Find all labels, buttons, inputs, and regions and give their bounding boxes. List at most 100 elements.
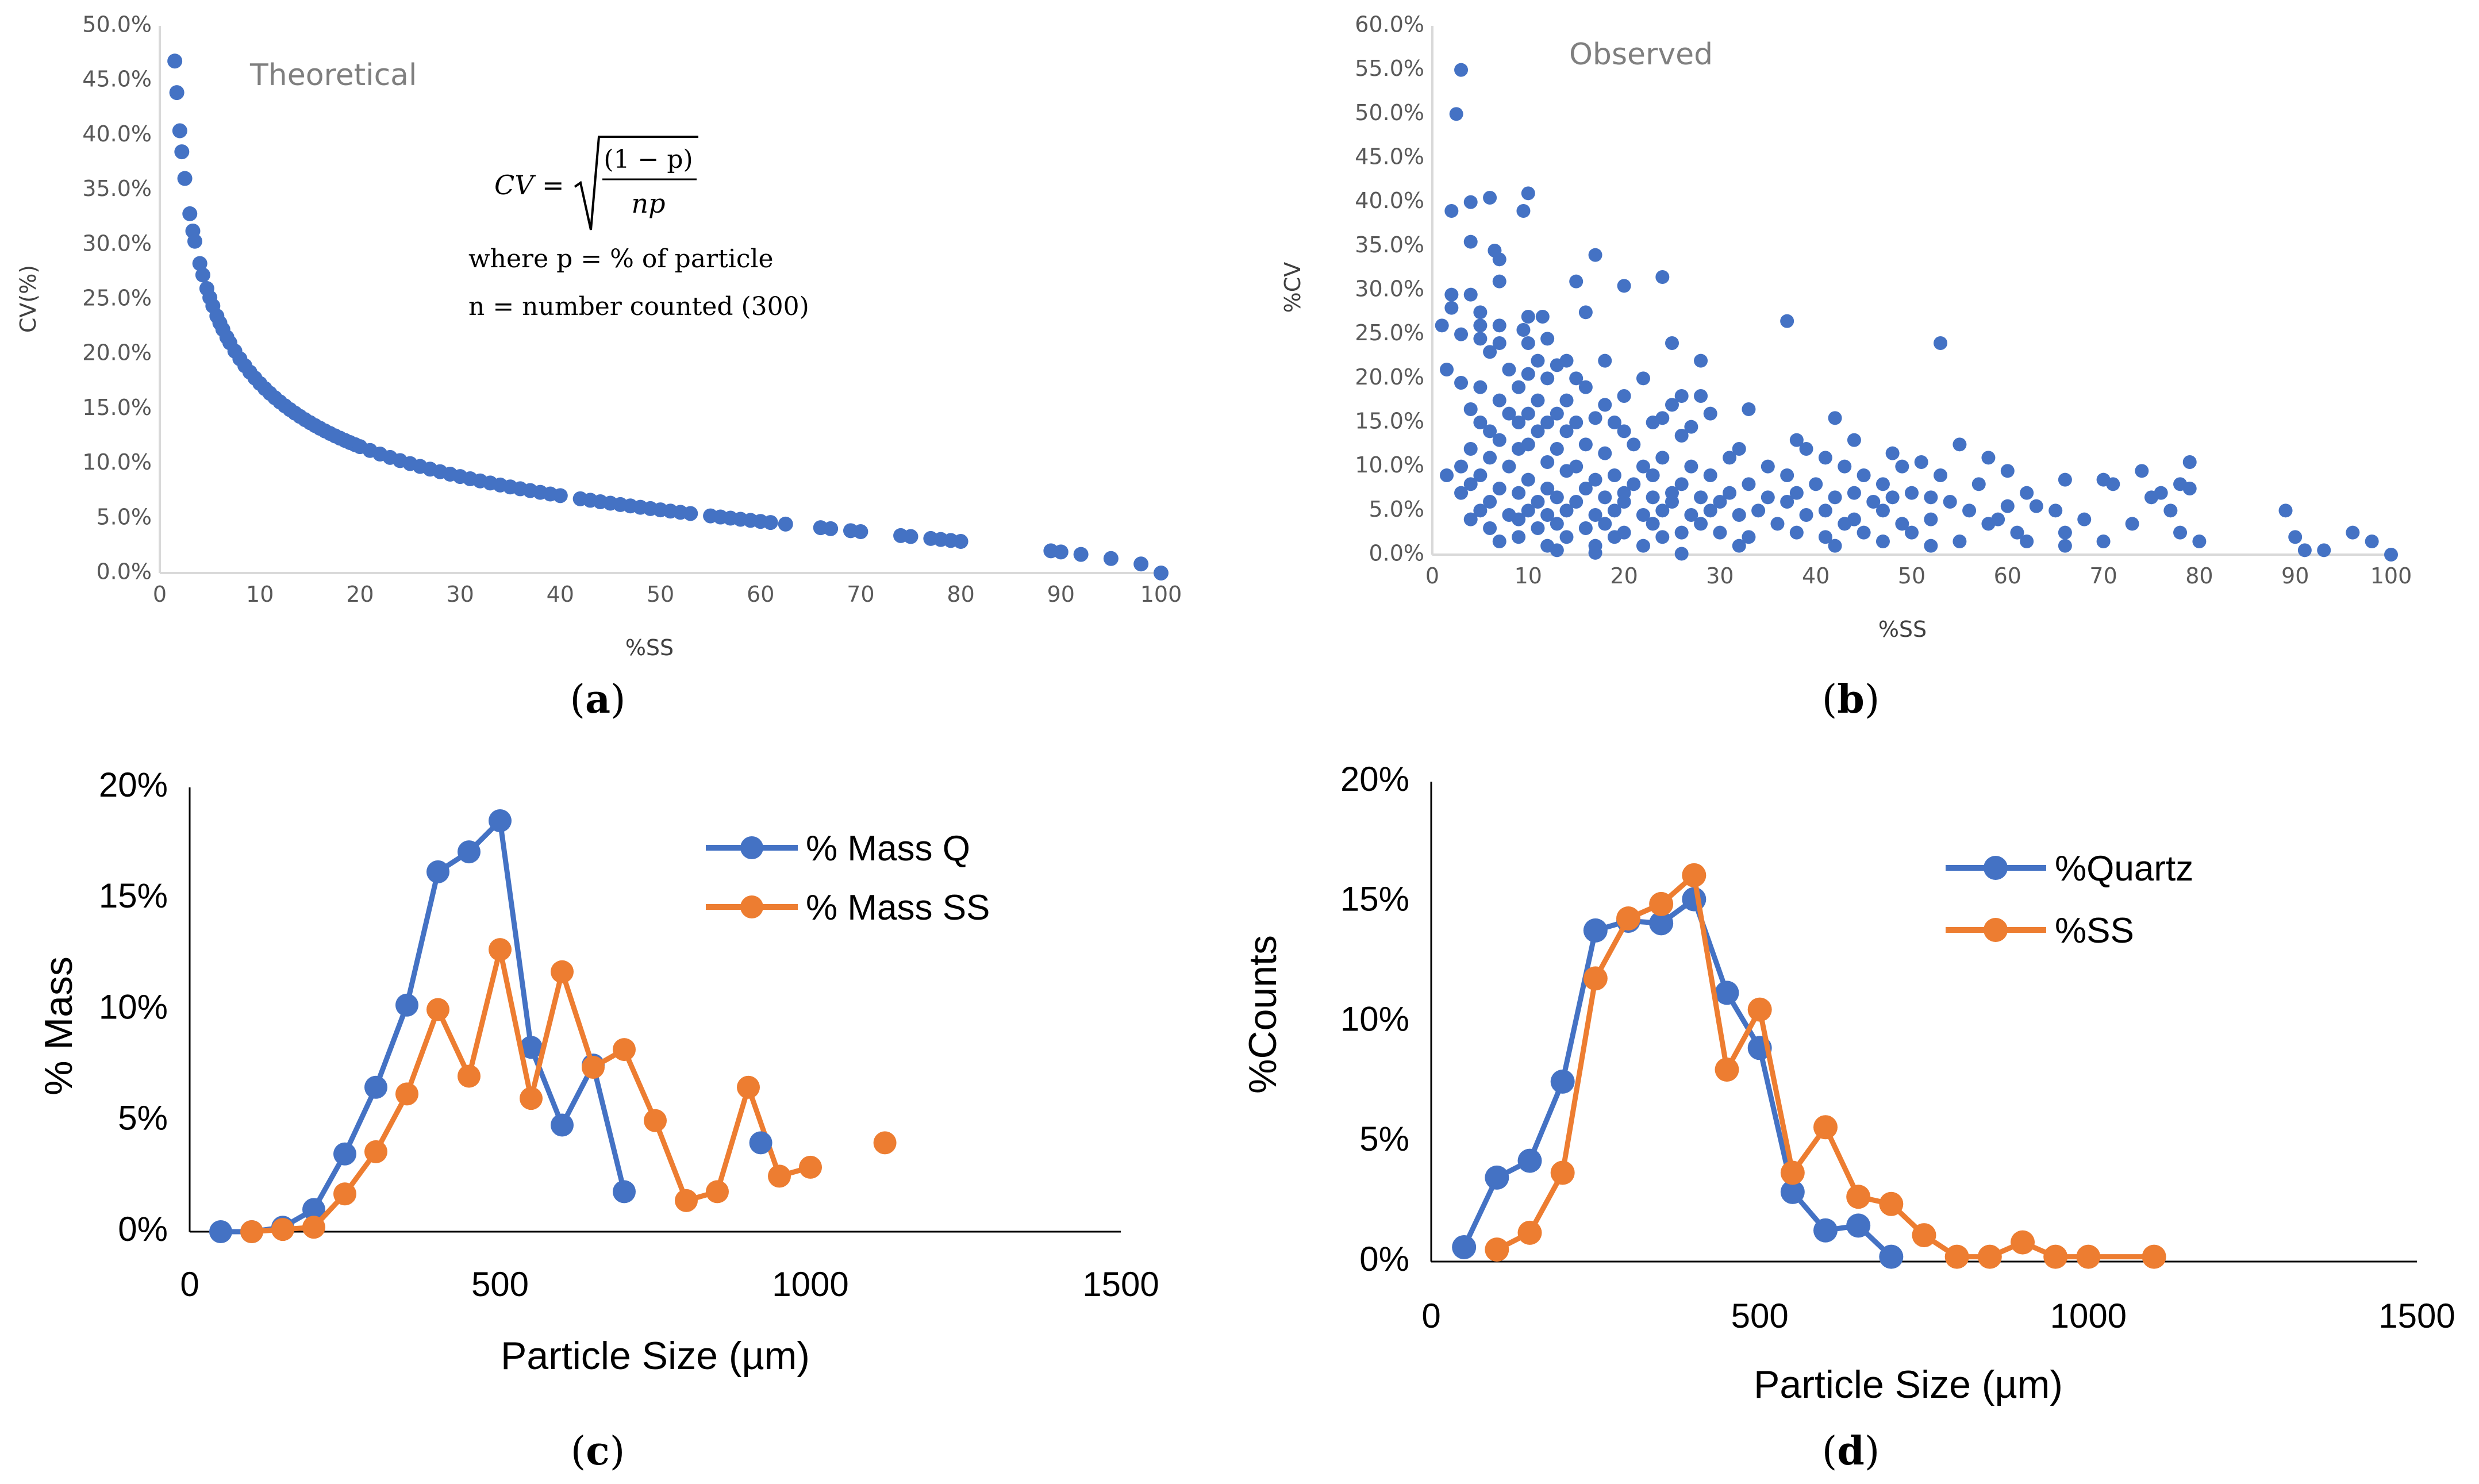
- data-point: [333, 1142, 356, 1166]
- data-point: [1463, 442, 1478, 456]
- data-point: [749, 1131, 772, 1155]
- data-point: [1879, 1191, 1904, 1216]
- x-tick-label: 60: [747, 582, 774, 607]
- x-tick-label: 30: [446, 582, 474, 607]
- data-point: [1674, 389, 1689, 403]
- data-point: [1053, 544, 1069, 560]
- data-point: [1569, 274, 1584, 289]
- chart-annotation-title: Theoretical: [249, 58, 417, 93]
- data-point: [1905, 525, 1919, 540]
- panel-label-a: (a): [570, 676, 625, 722]
- x-tick-label: 10: [1515, 563, 1542, 589]
- data-point: [1133, 556, 1149, 572]
- data-point: [1473, 305, 1488, 320]
- data-point: [644, 1109, 667, 1132]
- data-point: [1847, 433, 1861, 447]
- data-point: [1732, 539, 1746, 553]
- y-tick-label: 40.0%: [1355, 188, 1424, 213]
- data-point: [1492, 535, 1506, 548]
- y-tick-label: 5.0%: [96, 504, 152, 529]
- data-point: [1483, 451, 1497, 465]
- y-tick-label: 55.0%: [1355, 56, 1424, 81]
- y-axis-label: %Counts: [1241, 935, 1285, 1094]
- data-point: [1674, 547, 1689, 561]
- data-point: [1905, 486, 1919, 500]
- data-point: [1684, 420, 1698, 434]
- data-point: [1799, 508, 1813, 522]
- data-point: [1540, 508, 1555, 522]
- data-point: [1440, 363, 1454, 376]
- formula-numerator: (1 − p): [604, 145, 693, 174]
- data-point: [1473, 416, 1488, 429]
- data-point: [1813, 1218, 1838, 1243]
- data-point: [2000, 499, 2015, 513]
- data-point: [1674, 477, 1689, 491]
- data-point: [1665, 398, 1679, 412]
- data-point: [1924, 490, 1938, 505]
- data-point: [2173, 525, 2188, 540]
- data-point: [1646, 468, 1660, 482]
- data-point: [737, 1075, 760, 1099]
- data-point: [1694, 353, 1708, 368]
- x-axis-label: Particle Size (µm): [1754, 1363, 2063, 1406]
- data-point: [2106, 477, 2120, 491]
- data-point: [1742, 530, 1756, 544]
- data-point: [1674, 525, 1689, 540]
- data-point: [706, 1180, 729, 1204]
- data-point: [1598, 490, 1612, 505]
- data-point: [1517, 1220, 1542, 1245]
- x-tick-label: 100: [1140, 582, 1182, 607]
- data-point: [1598, 517, 1612, 531]
- data-point: [2020, 535, 2034, 548]
- x-tick-label: 10: [246, 582, 274, 607]
- data-point: [1598, 353, 1612, 368]
- data-point: [1521, 367, 1535, 381]
- data-point: [1521, 406, 1535, 421]
- data-point: [1789, 433, 1804, 447]
- data-point: [2288, 530, 2303, 544]
- data-point: [1770, 517, 1785, 531]
- data-point: [1521, 336, 1535, 350]
- data-point: [1531, 393, 1545, 407]
- formula-denominator: np: [631, 188, 665, 219]
- data-point: [1454, 486, 1469, 500]
- data-point: [1875, 477, 1890, 491]
- data-point: [1617, 279, 1631, 293]
- data-point: [1559, 393, 1574, 407]
- data-point: [1694, 517, 1708, 531]
- y-tick-label: 15%: [99, 876, 168, 915]
- data-point: [426, 998, 449, 1021]
- data-point: [1578, 437, 1593, 452]
- data-point: [1463, 477, 1478, 491]
- data-point: [1879, 1244, 1904, 1269]
- data-point: [1485, 1237, 1509, 1262]
- data-point: [1578, 305, 1593, 320]
- data-point: [1473, 318, 1488, 333]
- data-point: [1924, 539, 1938, 553]
- data-point: [172, 123, 187, 139]
- data-point: [1535, 310, 1550, 324]
- data-point: [1649, 911, 1674, 936]
- legend-label-quartz: %Quartz: [2055, 849, 2193, 889]
- data-point: [1588, 545, 1602, 560]
- y-tick-label: 35.0%: [1355, 232, 1424, 257]
- data-point: [1607, 503, 1621, 518]
- data-point: [1828, 539, 1842, 553]
- data-point: [1550, 358, 1564, 372]
- data-point: [1818, 451, 1832, 465]
- data-point: [1885, 490, 1900, 505]
- data-point: [1540, 332, 1555, 346]
- data-point: [1531, 353, 1545, 368]
- data-point: [823, 521, 839, 536]
- data-point: [2144, 490, 2158, 505]
- data-point: [2076, 1244, 2101, 1269]
- x-tick-label: 0: [1425, 563, 1439, 589]
- y-axis-label: % Mass: [37, 956, 80, 1095]
- panel-label-d: (d): [1822, 1428, 1880, 1474]
- x-tick-label: 70: [847, 582, 874, 607]
- x-tick-labels: 0 10 20 30 40 50 60 70 80 90 100: [153, 582, 1182, 607]
- data-point: [1649, 891, 1674, 916]
- data-point: [1540, 455, 1555, 469]
- x-tick-label: 500: [1731, 1297, 1789, 1335]
- data-point: [364, 1140, 387, 1163]
